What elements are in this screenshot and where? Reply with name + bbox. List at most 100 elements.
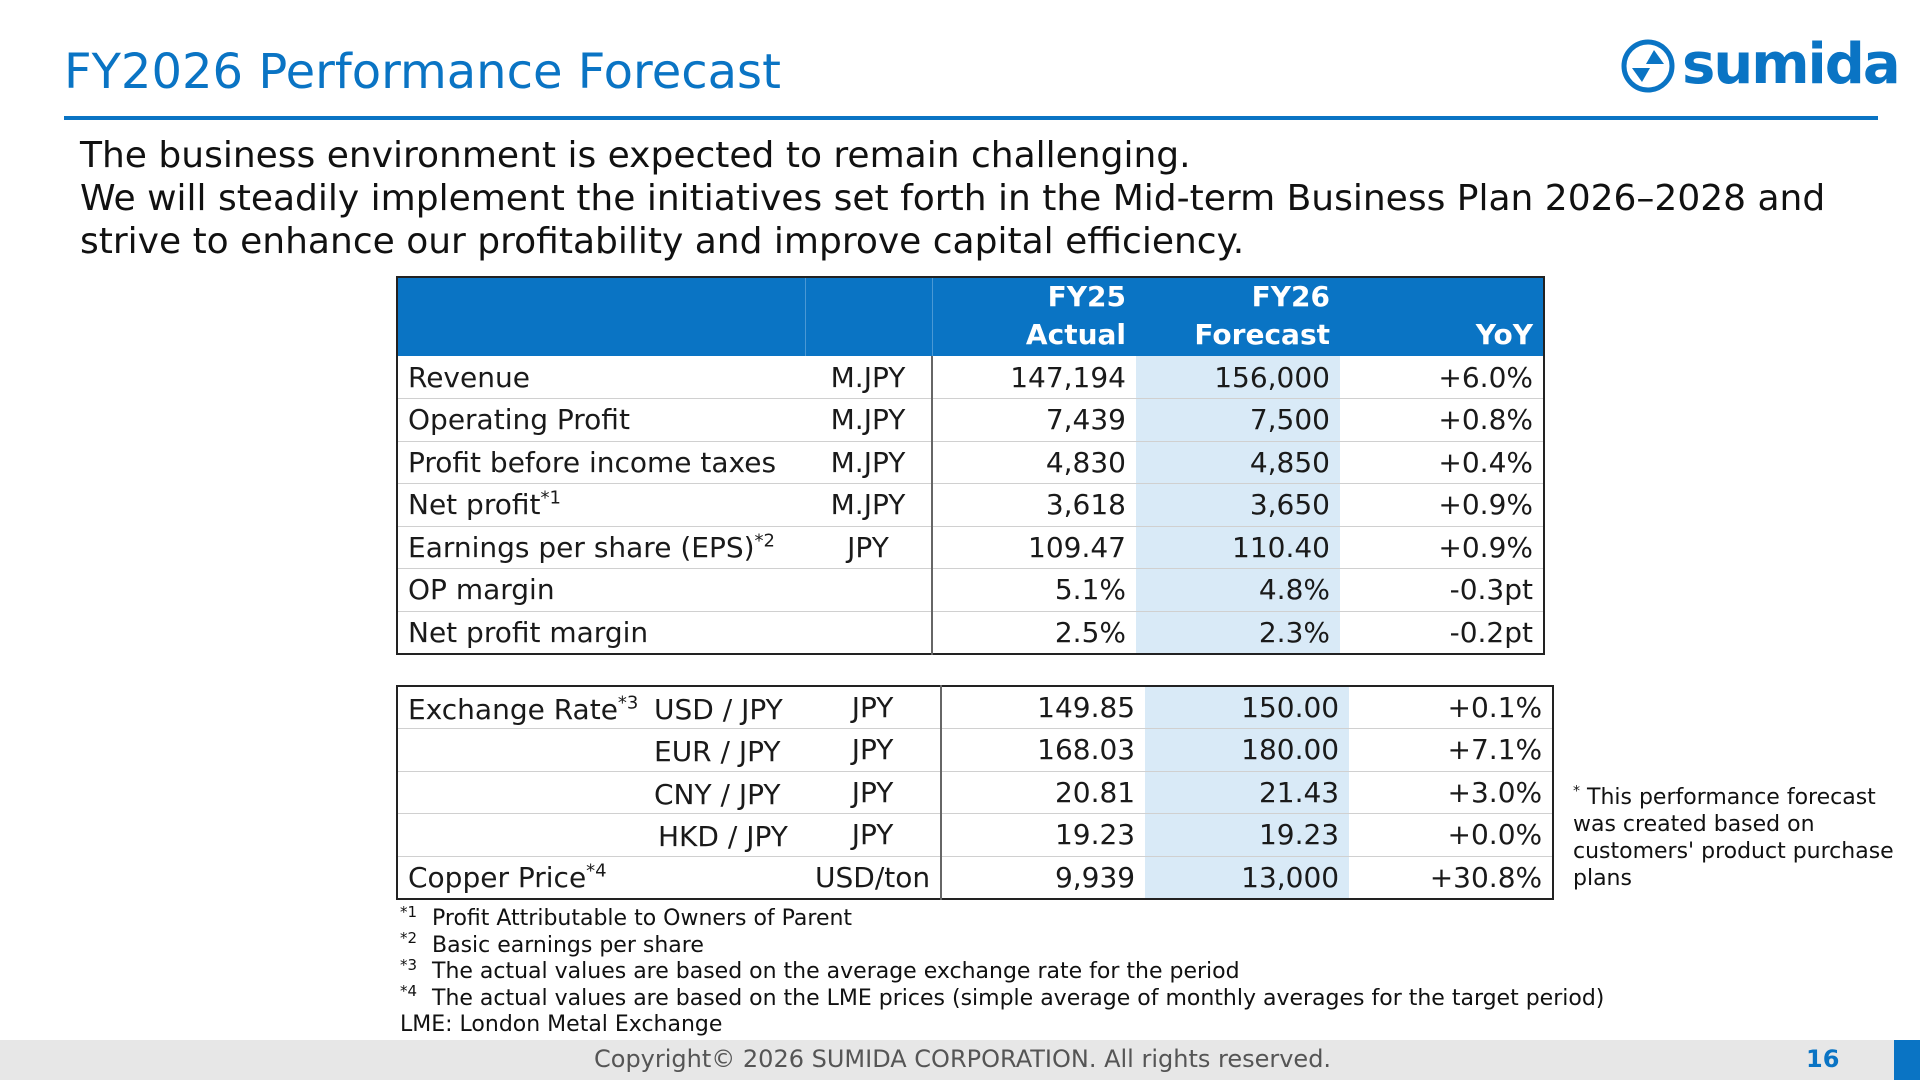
row-label: Net profit margin (397, 611, 805, 654)
intro-line: We will steadily implement the initiativ… (80, 178, 1826, 219)
intro-text: The business environment is expected to … (80, 134, 1825, 263)
intro-line: strive to enhance our profitability and … (80, 221, 1245, 262)
row-unit: JPY (847, 530, 889, 564)
table-row: HKD / JPY JPY 19.23 19.23 +0.0% (397, 813, 1554, 857)
side-note: * This performance forecast was created … (1573, 784, 1913, 892)
table-row: EUR / JPY JPY 168.03 180.00 +7.1% (397, 728, 1554, 772)
row-label-text: Net profit margin (408, 615, 649, 649)
rate-label-cell: EUR / JPY (397, 729, 805, 772)
row-unit: M.JPY (830, 445, 906, 479)
row-yoy-value: +6.0% (1438, 360, 1533, 394)
row-fy26-value: 4,850 (1136, 441, 1340, 484)
title-divider (64, 116, 1878, 120)
row-fy25-value: 19.23 (940, 813, 1146, 856)
row-fy26-value: 13,000 (1145, 856, 1350, 899)
row-fy25-value: 7,439 (931, 398, 1136, 441)
table-row: Earnings per share (EPS)*2 JPY 109.47 110.4… (397, 526, 1544, 569)
exchange-rate-label: Exchange Rate*3 (408, 693, 638, 726)
header-label-cell (397, 277, 805, 356)
row-unit: JPY (851, 733, 894, 767)
footnote-text: The actual values are based on the LME p… (432, 985, 1605, 1011)
header-fy25-year: FY25 (1047, 280, 1126, 313)
row-fy26-value: 156,000 (1136, 356, 1340, 399)
header-fy26-type: Forecast (1194, 318, 1330, 351)
row-label-text: Revenue (408, 360, 530, 394)
table-row: Revenue M.JPY 147,194 156,000 +6.0% (397, 356, 1544, 399)
footnote-mark: *3 (617, 692, 639, 714)
currency-pair: CNY / JPY (654, 777, 781, 811)
footnote-text: Profit Attributable to Owners of Parent (432, 906, 853, 931)
logo-wordmark: sumida (1682, 32, 1901, 97)
footnote-item: *3 The actual values are based on the ave… (400, 955, 1240, 984)
row-fy25-value: 5.1% (931, 568, 1136, 611)
copper-label-cell: Copper Price*4 (397, 856, 805, 899)
row-fy25-value: 147,194 (931, 356, 1136, 399)
row-fy25-value: 20.81 (940, 771, 1146, 814)
copper-price-label: Copper Price (408, 860, 587, 894)
row-unit: USD/ton (815, 860, 931, 894)
page-title: FY2026 Performance Forecast (64, 44, 781, 100)
copyright-text: Copyright© 2026 SUMIDA CORPORATION. All … (594, 1045, 1332, 1073)
row-label-text: Earnings per share (EPS) (408, 530, 755, 564)
intro-line: The business environment is expected to … (80, 135, 1191, 176)
header-fy25: FY25 Actual (931, 277, 1136, 356)
footnote-mark: *1 (540, 487, 561, 509)
row-yoy-value: +0.9% (1438, 530, 1533, 564)
header-unit-cell (804, 277, 932, 356)
row-fy26-value: 7,500 (1136, 398, 1340, 441)
row-yoy-value: +3.0% (1447, 775, 1543, 809)
row-label: OP margin (397, 569, 805, 612)
table-row: Copper Price*4 USD/ton 9,939 13,000 +30.8% (397, 856, 1553, 899)
row-fy26-value: 180.00 (1145, 728, 1350, 771)
row-fy26-value: 3,650 (1136, 483, 1340, 526)
header-yoy: YoY (1340, 277, 1544, 356)
row-yoy-value: +0.1% (1447, 691, 1543, 724)
row-label-text: Profit before income taxes (408, 445, 777, 479)
row-fy26-value: 19.23 (1145, 813, 1350, 856)
page-number: 16 (1806, 1045, 1840, 1073)
sumida-logo: sumida (1620, 32, 1901, 97)
row-yoy-value: +0.4% (1438, 445, 1533, 479)
row-label-text: Net profit (408, 488, 541, 522)
row-unit (805, 611, 932, 654)
row-fy25-value: 2.5% (931, 611, 1136, 654)
row-unit: JPY (851, 775, 894, 809)
currency-pair: HKD / JPY (658, 820, 788, 853)
header-fy26: FY26 Forecast (1136, 277, 1340, 356)
row-unit: M.JPY (830, 488, 906, 522)
header-fy26-year: FY26 (1251, 280, 1330, 313)
row-yoy-value: +7.1% (1447, 733, 1543, 767)
row-yoy-value: -0.2pt (1449, 615, 1533, 649)
footnote-item: LME: London Metal Exchange (400, 1012, 723, 1037)
exchange-rate-text: Exchange Rate (408, 693, 618, 726)
table-row: Operating Profit M.JPY 7,439 7,500 +0.8% (397, 398, 1544, 442)
header-fy25-type: Actual (1025, 318, 1126, 351)
row-fy25-value: 3,618 (931, 483, 1136, 526)
row-label: Net profit*1 (397, 484, 805, 527)
rate-label-cell: CNY / JPY (397, 771, 805, 814)
table-row: CNY / JPY JPY 20.81 21.43 +3.0% (397, 771, 1554, 814)
footnote-item: *2 Basic earnings per share (400, 929, 704, 958)
row-unit: M.JPY (830, 403, 906, 437)
row-unit: M.JPY (830, 360, 906, 394)
row-yoy-value: +0.8% (1438, 403, 1533, 437)
row-unit (805, 569, 932, 612)
row-fy25-value: 4,830 (931, 441, 1136, 484)
row-fy26-value: 21.43 (1145, 771, 1350, 814)
footer: Copyright© 2026 SUMIDA CORPORATION. All … (0, 1040, 1920, 1080)
row-fy26-value: 110.40 (1136, 526, 1340, 569)
footnote-mark: *2 (754, 530, 775, 552)
footnote-item: *1 Profit Attributable to Owners of Paren… (400, 902, 853, 931)
assumptions-table: Exchange Rate*3 USD / JPY JPY 149.85 150.00 +… (396, 685, 1555, 900)
side-note-mark: * (1573, 783, 1580, 800)
footnotes: *1 Profit Attributable to Owners of Paren… (400, 902, 1605, 1039)
table-row: Profit before income taxes M.JPY 4,830 4,85… (397, 441, 1544, 484)
rate-label-cell: Exchange Rate*3 USD / JPY (397, 686, 805, 729)
row-label: Profit before income taxes (397, 441, 805, 484)
rate-label-cell: HKD / JPY (397, 814, 805, 857)
row-label-text: OP margin (408, 573, 555, 607)
row-fy25-value: 109.47 (931, 526, 1136, 569)
side-note-text: This performance forecast was created ba… (1573, 785, 1894, 891)
row-label: Operating Profit (397, 399, 805, 442)
row-label-text: Operating Profit (408, 403, 630, 437)
